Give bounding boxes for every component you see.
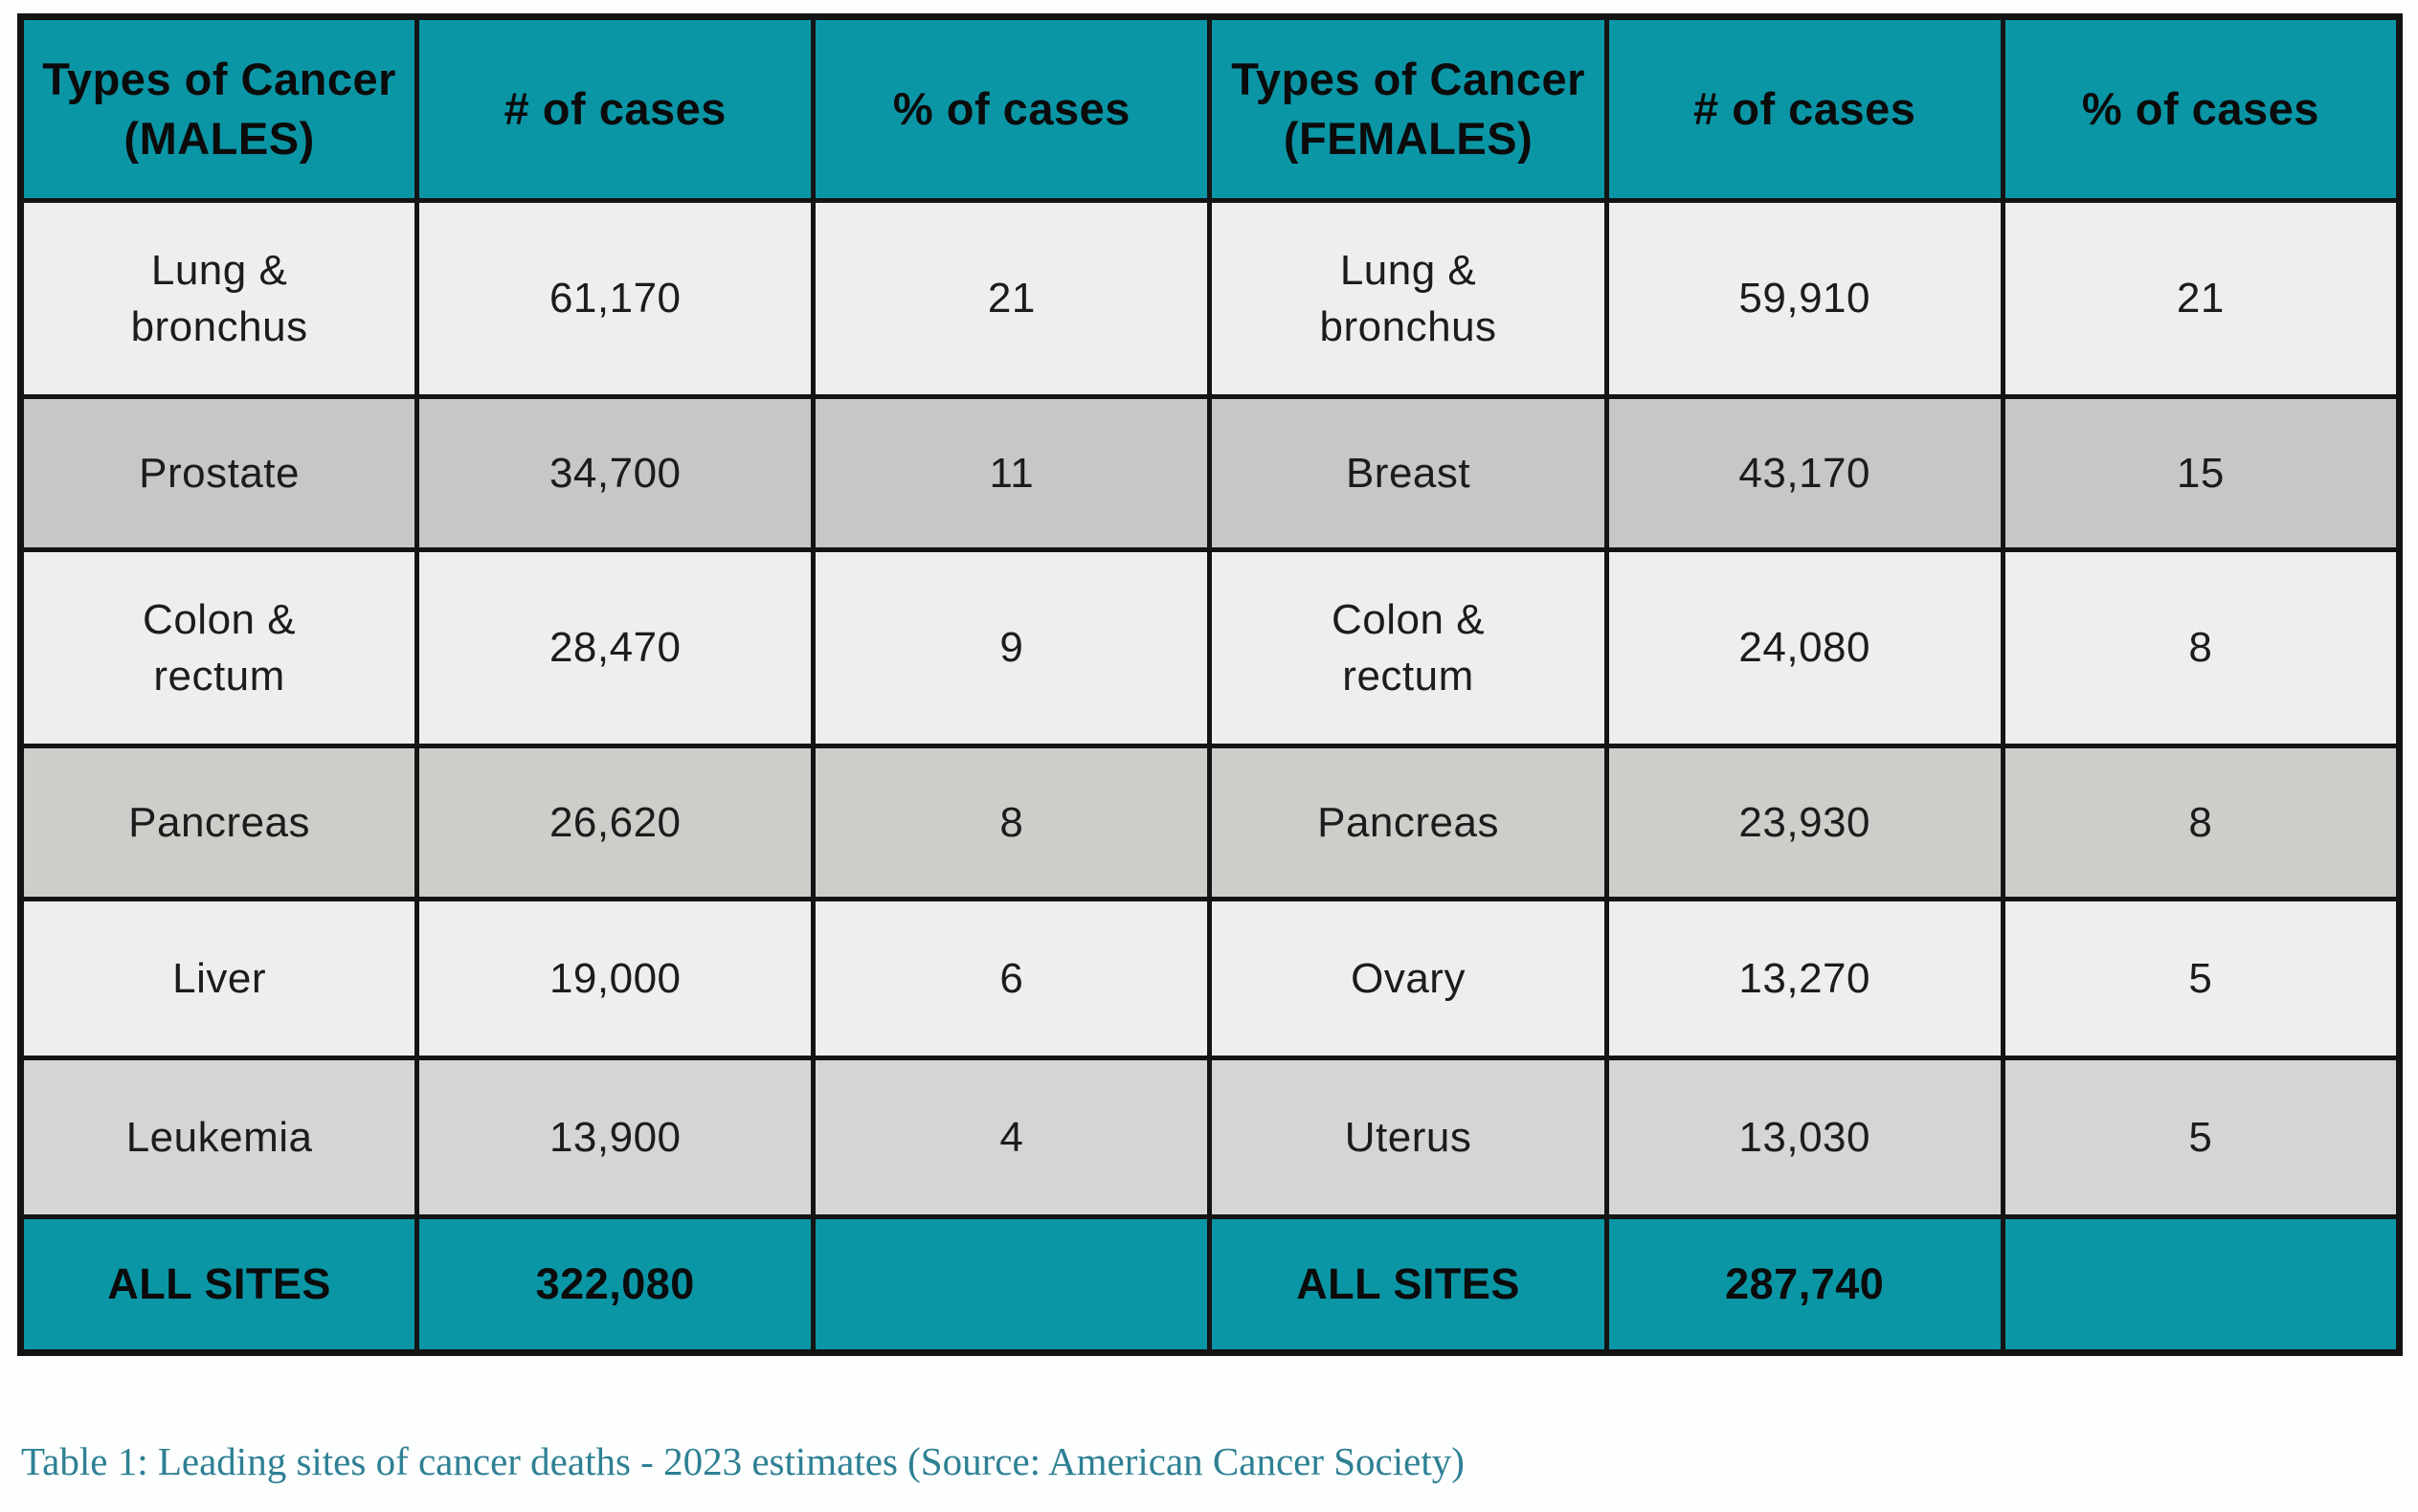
cell-all-sites-pct-males (811, 1214, 1213, 1355)
cell-female-cases: 13,030 (1603, 1056, 2005, 1219)
header-pct-cases-females: % of cases (2000, 14, 2403, 203)
cell-female-cases: 23,930 (1603, 744, 2005, 901)
cell-female-type: Pancreas (1207, 744, 1609, 901)
cell-male-pct: 8 (811, 744, 1213, 901)
cell-female-pct: 8 (2000, 744, 2403, 901)
header-row: Types of Cancer (MALES) # of cases % of … (17, 14, 2403, 203)
table-row-all-sites: ALL SITES 322,080 ALL SITES 287,740 (17, 1214, 2403, 1355)
table-row-leukemia-uterus: Leukemia 13,900 4 Uterus 13,030 5 (17, 1056, 2403, 1219)
cell-male-pct: 9 (811, 547, 1213, 748)
cell-male-cases: 28,470 (414, 547, 817, 748)
cell-female-cases: 43,170 (1603, 394, 2005, 552)
cell-female-pct: 5 (2000, 1056, 2403, 1219)
cell-female-pct: 5 (2000, 897, 2403, 1060)
cell-female-cases: 24,080 (1603, 547, 2005, 748)
cell-female-pct: 21 (2000, 198, 2403, 399)
table-row-liver-ovary: Liver 19,000 6 Ovary 13,270 5 (17, 897, 2403, 1060)
cell-all-sites-cases-females: 287,740 (1603, 1214, 2005, 1355)
header-num-cases-females: # of cases (1603, 14, 2005, 203)
header-types-of-cancer-males: Types of Cancer (MALES) (17, 14, 420, 203)
cell-female-type: Colon & rectum (1207, 547, 1609, 748)
cancer-deaths-table: Types of Cancer (MALES) # of cases % of … (17, 13, 2403, 1356)
header-num-cases-males: # of cases (414, 14, 817, 203)
cell-male-pct: 6 (811, 897, 1213, 1060)
table-row-colon-rectum: Colon & rectum 28,470 9 Colon & rectum 2… (17, 547, 2403, 748)
cell-male-pct: 11 (811, 394, 1213, 552)
cell-female-type: Breast (1207, 394, 1609, 552)
cell-male-cases: 19,000 (414, 897, 817, 1060)
cell-male-cases: 34,700 (414, 394, 817, 552)
table-row-lung-bronchus: Lung & bronchus 61,170 21 Lung & bronchu… (17, 198, 2403, 399)
cell-female-pct: 8 (2000, 547, 2403, 748)
header-pct-cases-males: % of cases (811, 14, 1213, 203)
cell-female-type: Lung & bronchus (1207, 198, 1609, 399)
cell-male-pct: 4 (811, 1056, 1213, 1219)
cell-all-sites-pct-females (2000, 1214, 2403, 1355)
cell-male-type: Liver (17, 897, 420, 1060)
table-row-pancreas: Pancreas 26,620 8 Pancreas 23,930 8 (17, 744, 2403, 901)
cell-male-cases: 61,170 (414, 198, 817, 399)
cell-male-type: Pancreas (17, 744, 420, 901)
cell-female-type: Ovary (1207, 897, 1609, 1060)
cell-male-type: Lung & bronchus (17, 198, 420, 399)
cell-male-cases: 26,620 (414, 744, 817, 901)
cell-female-pct: 15 (2000, 394, 2403, 552)
cell-male-type: Colon & rectum (17, 547, 420, 748)
cell-male-pct: 21 (811, 198, 1213, 399)
cell-female-type: Uterus (1207, 1056, 1609, 1219)
cancer-deaths-table-figure: Types of Cancer (MALES) # of cases % of … (17, 13, 2403, 1356)
cell-female-cases: 13,270 (1603, 897, 2005, 1060)
table-caption: Table 1: Leading sites of cancer deaths … (21, 1439, 1465, 1483)
cell-male-type: Prostate (17, 394, 420, 552)
cell-all-sites-label-males: ALL SITES (17, 1214, 420, 1355)
cell-female-cases: 59,910 (1603, 198, 2005, 399)
cell-all-sites-cases-males: 322,080 (414, 1214, 817, 1355)
cell-male-cases: 13,900 (414, 1056, 817, 1219)
cell-all-sites-label-females: ALL SITES (1207, 1214, 1609, 1355)
cell-male-type: Leukemia (17, 1056, 420, 1219)
header-types-of-cancer-females: Types of Cancer (FEMALES) (1207, 14, 1609, 203)
table-row-prostate-breast: Prostate 34,700 11 Breast 43,170 15 (17, 394, 2403, 552)
